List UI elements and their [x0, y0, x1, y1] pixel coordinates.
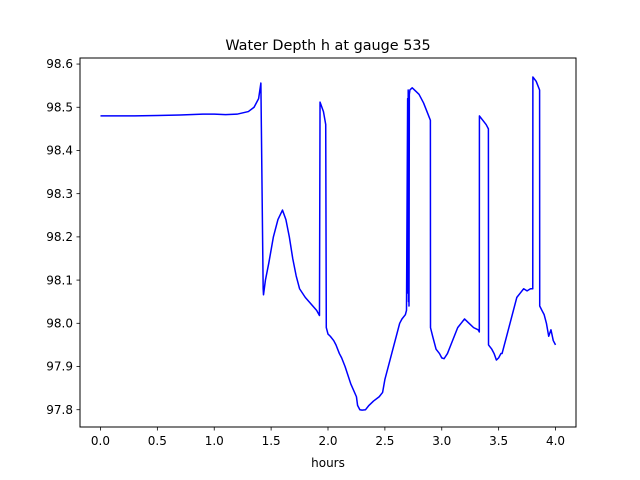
y-tick-label: 98.0: [46, 316, 73, 330]
y-tick-label: 98.2: [46, 230, 73, 244]
x-tick-label: 2.5: [375, 434, 394, 448]
x-tick-label: 3.0: [432, 434, 451, 448]
y-tick-label: 97.9: [46, 360, 73, 374]
x-tick-label: 1.5: [262, 434, 281, 448]
plot-area: [80, 58, 576, 427]
y-tick-label: 98.1: [46, 273, 73, 287]
x-tick-label: 1.0: [205, 434, 224, 448]
x-axis-label: hours: [311, 456, 345, 470]
y-tick-label: 98.4: [46, 144, 73, 158]
x-tick-label: 0.5: [148, 434, 167, 448]
y-tick-label: 98.5: [46, 100, 73, 114]
x-axis-ticks: 0.0 0.5 1.0 1.5 2.0 2.5 3.0 3.5 4.0: [91, 427, 565, 448]
x-tick-label: 0.0: [91, 434, 110, 448]
plot-frame: [79, 57, 577, 428]
y-tick-label: 98.6: [46, 57, 73, 71]
chart-title: Water Depth h at gauge 535: [225, 38, 430, 54]
x-tick-label: 3.5: [489, 434, 508, 448]
x-tick-label: 4.0: [546, 434, 565, 448]
y-axis-ticks: 97.8 97.9 98.0 98.1 98.2 98.3 98.4 98.5 98.6: [46, 57, 80, 417]
series-line-0: [100, 76, 557, 411]
series-layer: [100, 76, 557, 411]
y-tick-label: 97.8: [46, 403, 73, 417]
x-tick-label: 2.0: [318, 434, 337, 448]
y-tick-label: 98.3: [46, 187, 73, 201]
